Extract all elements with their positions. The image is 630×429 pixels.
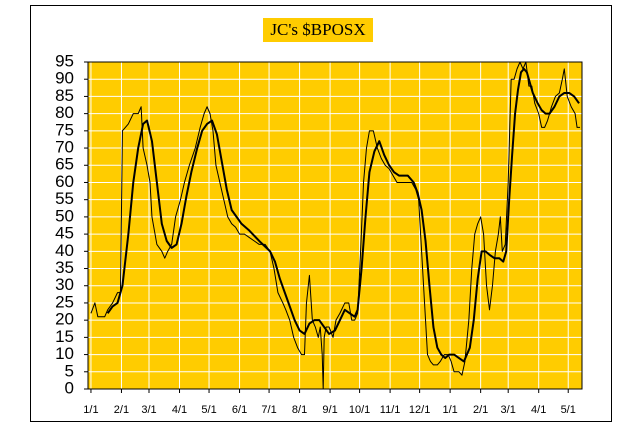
x-tick-label: 11/1 xyxy=(380,404,401,416)
y-tick-label: 10 xyxy=(55,344,74,363)
y-tick-label: 65 xyxy=(55,155,74,174)
x-tick-label: 4/1 xyxy=(531,404,546,416)
y-tick-label: 5 xyxy=(65,361,74,380)
x-tick-label: 6/1 xyxy=(232,404,247,416)
x-tick-label: 4/1 xyxy=(172,404,187,416)
y-tick-label: 90 xyxy=(55,69,74,88)
y-tick-label: 25 xyxy=(55,292,74,311)
y-tick-label: 45 xyxy=(55,224,74,243)
x-tick-label: 3/1 xyxy=(501,404,516,416)
series-line xyxy=(90,61,581,390)
x-tick-label: 9/1 xyxy=(322,404,337,416)
y-tick-label: 85 xyxy=(55,86,74,105)
x-tick-label: 1/1 xyxy=(83,404,98,416)
x-tick-label: 7/1 xyxy=(261,404,276,416)
x-tick-label: 2/1 xyxy=(114,404,129,416)
series-line xyxy=(106,67,580,363)
x-tick-label: 5/1 xyxy=(201,404,216,416)
x-tick-label: 10/1 xyxy=(349,404,370,416)
x-tick-label: 5/1 xyxy=(561,404,576,416)
x-tick-label: 12/1 xyxy=(409,404,430,416)
title-box xyxy=(263,18,373,42)
x-tick-label: 2/1 xyxy=(473,404,488,416)
y-tick-label: 0 xyxy=(65,378,74,397)
y-tick-label: 40 xyxy=(55,241,74,260)
y-tick-label: 55 xyxy=(55,189,74,208)
y-tick-label: 95 xyxy=(55,51,74,70)
y-tick-label: 30 xyxy=(55,275,74,294)
x-tick-label: 8/1 xyxy=(292,404,307,416)
x-tick-label: 3/1 xyxy=(141,404,156,416)
y-tick-label: 50 xyxy=(55,206,74,225)
y-tick-label: 60 xyxy=(55,172,74,191)
y-tick-label: 15 xyxy=(55,327,74,346)
x-tick-label: 1/1 xyxy=(442,404,457,416)
y-tick-label: 35 xyxy=(55,258,74,277)
y-tick-label: 80 xyxy=(55,103,74,122)
y-tick-label: 75 xyxy=(55,120,74,139)
y-tick-label: 20 xyxy=(55,310,74,329)
chart-title: JC's $BPOSX xyxy=(270,20,365,39)
plot-border xyxy=(87,61,583,390)
y-tick-label: 70 xyxy=(55,138,74,157)
